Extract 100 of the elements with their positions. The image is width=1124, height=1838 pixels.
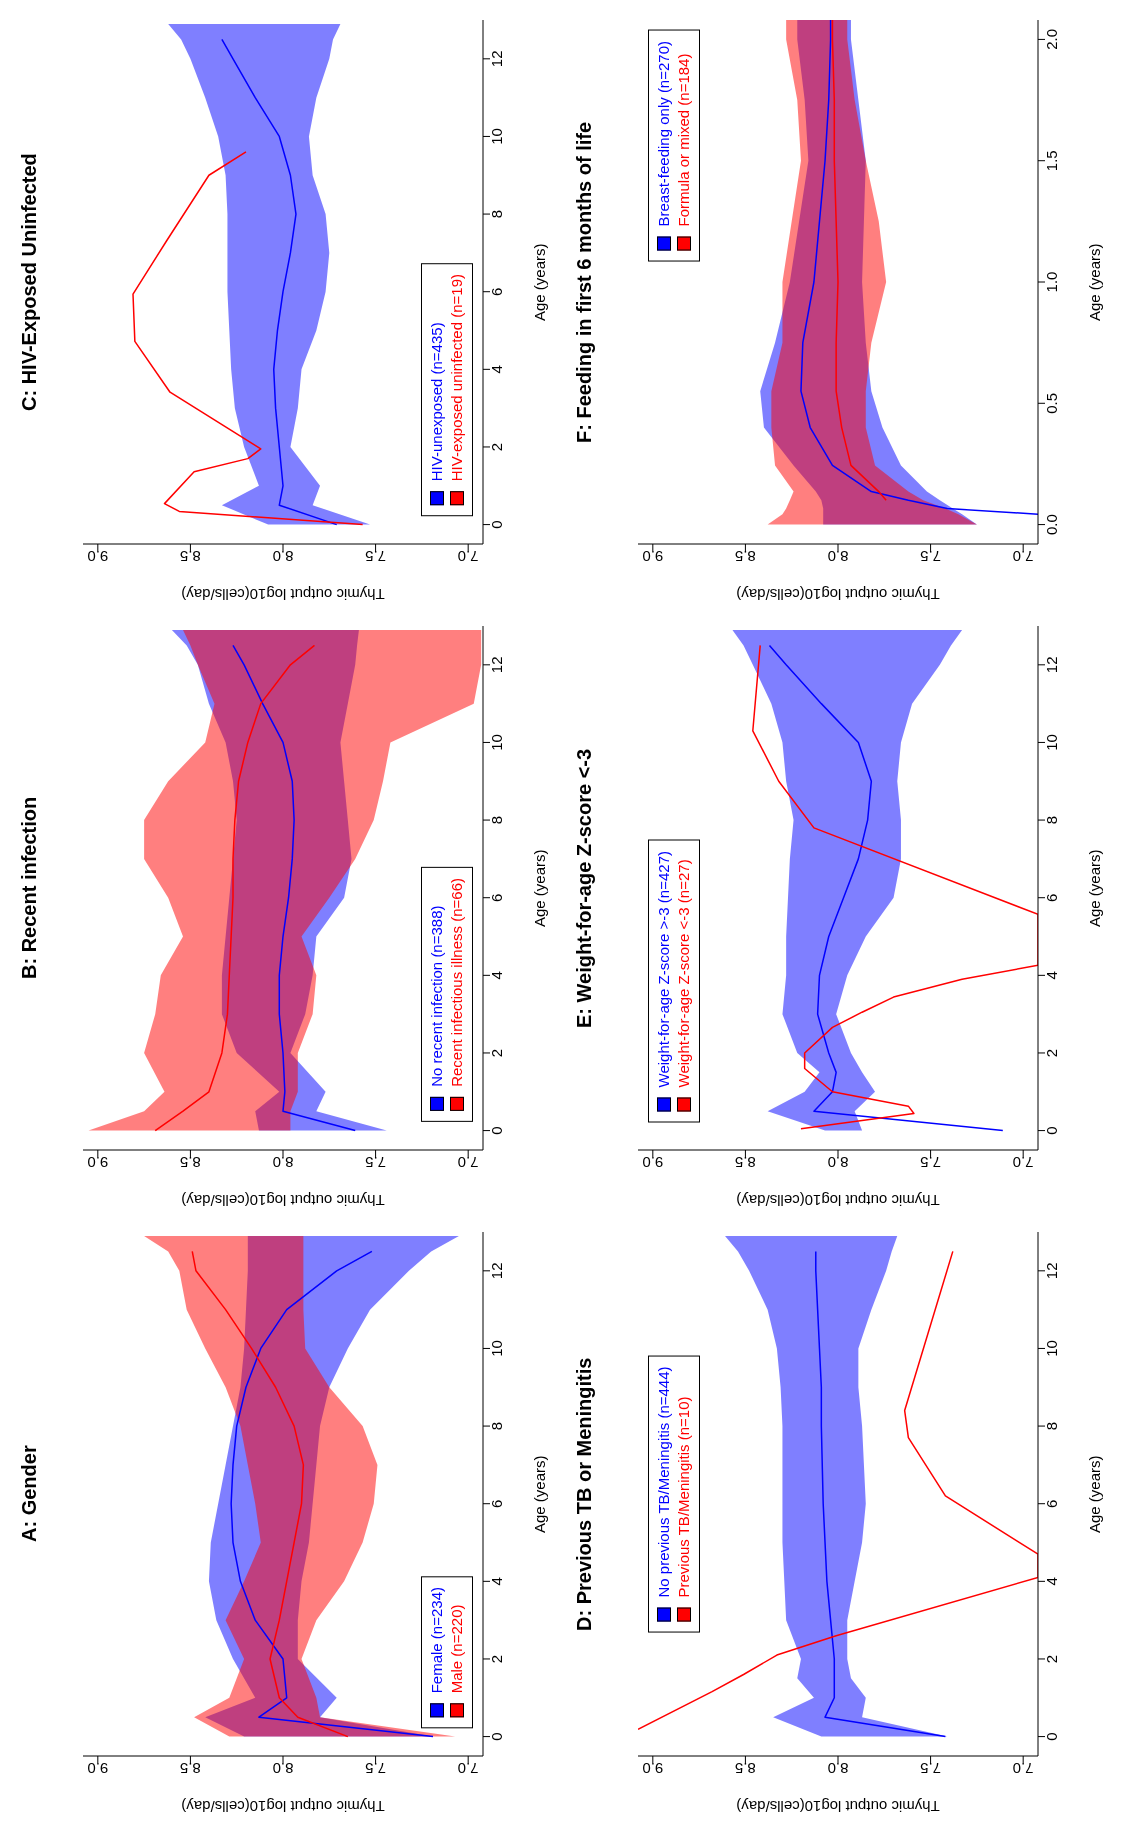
x-tick-label: 8.5: [734, 548, 756, 565]
y-tick-label: 10: [1043, 734, 1060, 751]
y-axis-title: Age (years): [531, 1454, 548, 1535]
x-tick-label: 7.0: [1012, 548, 1034, 565]
text: Recent infectious illness (n=66): [447, 878, 466, 1087]
y-tick-label: 10: [1043, 1340, 1060, 1357]
x-tick-label: 8.0: [827, 548, 849, 565]
y-axis-title: Age (years): [531, 848, 548, 929]
y-tick-label: 2.0: [1043, 28, 1060, 50]
y-tick-label: 0.5: [1043, 392, 1060, 414]
y-tick-label: 0: [1043, 1732, 1060, 1741]
x-tick-label: 7.5: [365, 1154, 387, 1171]
text: Formula or mixed (n=184): [674, 53, 693, 227]
x-tick-label: 9.0: [87, 1760, 109, 1777]
y-tick-label: 4: [488, 971, 505, 980]
y-tick-label: 8: [488, 209, 505, 219]
y-tick-label: 12: [488, 656, 505, 674]
y-tick-label: 6: [1043, 1499, 1060, 1508]
x-axis-title: Thymic output log10(cells/day): [735, 1798, 941, 1815]
x-tick-label: 8.5: [734, 1760, 756, 1777]
x-tick-label: 8.0: [272, 548, 294, 565]
x-axis-title: Thymic output log10(cells/day): [735, 586, 941, 603]
text: F: Feeding in first 6 months of life: [573, 120, 596, 445]
y-tick-label: 1.0: [1043, 271, 1060, 293]
x-tick-label: 9.0: [87, 548, 109, 565]
y-tick-label: 0: [1043, 1126, 1060, 1135]
y-tick-label: 6: [488, 1499, 505, 1508]
x-tick-label: 7.5: [365, 548, 387, 565]
text: No recent infection (n=388): [427, 905, 446, 1087]
x-tick-label: 7.5: [365, 1760, 387, 1777]
text: No previous TB/Meningitis (n=444): [654, 1366, 673, 1598]
text: HIV-exposed uninfected (n=19): [447, 273, 466, 481]
y-tick-label: 4: [488, 1577, 505, 1586]
y-tick-label: 4: [1043, 971, 1060, 980]
x-tick-label: 8.5: [734, 1154, 756, 1171]
x-tick-label: 8.0: [827, 1760, 849, 1777]
x-axis-title: Thymic output log10(cells/day): [180, 586, 386, 603]
y-tick-label: 1.5: [1043, 150, 1060, 172]
y-tick-label: 6: [488, 893, 505, 902]
y-tick-label: 0: [488, 1732, 505, 1741]
x-tick-label: 7.0: [1012, 1760, 1034, 1777]
x-tick-label: 7.0: [457, 1154, 479, 1171]
y-tick-label: 10: [488, 734, 505, 751]
x-tick-label: 9.0: [642, 548, 664, 565]
y-tick-label: 2: [488, 442, 505, 452]
y-tick-label: 10: [488, 128, 505, 145]
text: B: Recent infection: [18, 795, 41, 982]
x-tick-label: 7.5: [920, 1760, 942, 1777]
y-axis-title: Age (years): [1086, 242, 1103, 323]
y-tick-label: 12: [1043, 656, 1060, 674]
text: Weight-for-age Z-score >-3 (n=427): [654, 850, 673, 1087]
y-tick-label: 8: [488, 815, 505, 825]
y-tick-label: 12: [1043, 1262, 1060, 1280]
text: C: HIV-Exposed Uninfected: [18, 152, 41, 413]
y-tick-label: 6: [488, 287, 505, 296]
x-tick-label: 7.5: [920, 1154, 942, 1171]
text: Female (n=234): [427, 1586, 446, 1693]
y-tick-label: 2: [1043, 1654, 1060, 1664]
text: HIV-unexposed (n=435): [427, 322, 446, 481]
text: Breast-feeding only (n=270): [654, 41, 673, 227]
x-tick-label: 8.0: [272, 1154, 294, 1171]
x-tick-label: 9.0: [642, 1760, 664, 1777]
x-axis-title: Thymic output log10(cells/day): [735, 1192, 941, 1209]
y-tick-label: 0: [488, 1126, 505, 1135]
x-tick-label: 7.0: [457, 1760, 479, 1777]
y-axis-title: Age (years): [531, 242, 548, 323]
x-tick-label: 7.0: [457, 548, 479, 565]
x-tick-label: 8.5: [179, 548, 201, 565]
y-tick-label: 12: [488, 1262, 505, 1280]
y-tick-label: 8: [488, 1421, 505, 1431]
y-tick-label: 10: [488, 1340, 505, 1357]
x-tick-label: 8.5: [179, 1760, 201, 1777]
x-axis-title: Thymic output log10(cells/day): [180, 1192, 386, 1209]
text: E: Weight-for-age Z-score <-3: [573, 747, 596, 1030]
text: Male (n=220): [447, 1604, 466, 1693]
text: Weight-for-age Z-score <-3 (n=27): [674, 858, 693, 1087]
y-tick-label: 4: [488, 365, 505, 374]
y-tick-label: 0: [488, 520, 505, 529]
y-tick-label: 2: [488, 1048, 505, 1058]
x-tick-label: 7.5: [920, 548, 942, 565]
y-tick-label: 12: [488, 50, 505, 68]
x-tick-label: 8.0: [272, 1760, 294, 1777]
y-tick-label: 4: [1043, 1577, 1060, 1586]
y-tick-label: 6: [1043, 893, 1060, 902]
y-tick-label: 2: [488, 1654, 505, 1664]
x-tick-label: 9.0: [87, 1154, 109, 1171]
y-tick-label: 0.0: [1043, 514, 1060, 536]
x-tick-label: 7.0: [1012, 1154, 1034, 1171]
x-tick-label: 8.0: [827, 1154, 849, 1171]
text: Previous TB/Meningitis (n=10): [674, 1396, 693, 1598]
y-axis-title: Age (years): [1086, 848, 1103, 929]
x-axis-title: Thymic output log10(cells/day): [180, 1798, 386, 1815]
x-tick-label: 9.0: [642, 1154, 664, 1171]
y-tick-label: 2: [1043, 1048, 1060, 1058]
y-tick-label: 8: [1043, 815, 1060, 825]
y-axis-title: Age (years): [1086, 1454, 1103, 1535]
y-tick-label: 8: [1043, 1421, 1060, 1431]
text: D: Previous TB or Meningitis: [573, 1356, 596, 1633]
x-tick-label: 8.5: [179, 1154, 201, 1171]
text: A: Gender: [18, 1444, 41, 1545]
